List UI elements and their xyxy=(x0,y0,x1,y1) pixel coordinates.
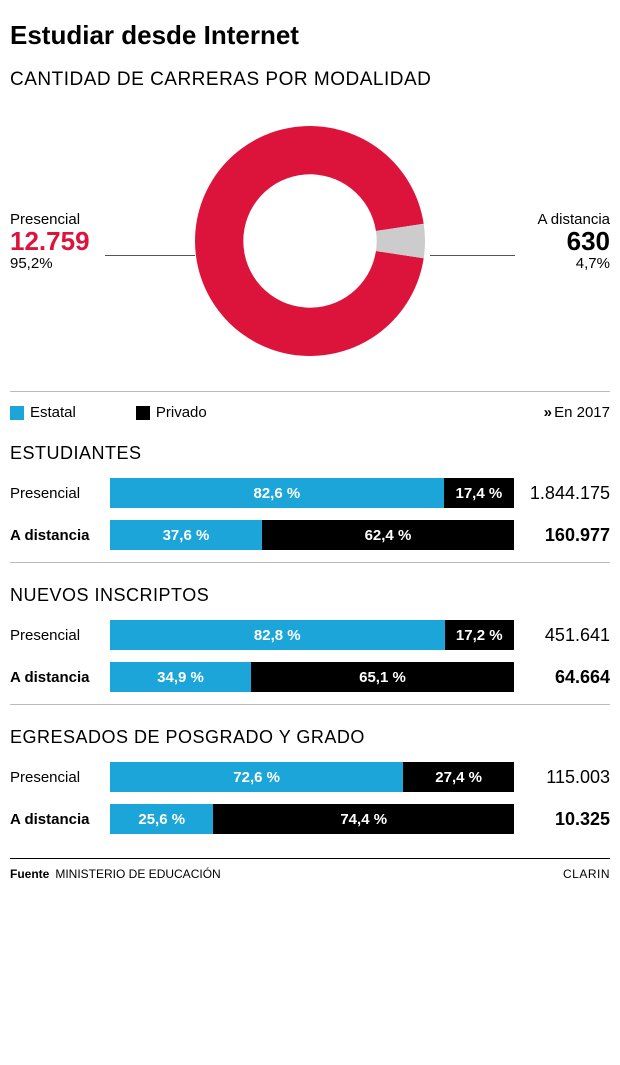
leader-line-left xyxy=(105,255,195,256)
bar-track: 34,9 %65,1 % xyxy=(110,662,514,692)
legend-privado-label: Privado xyxy=(156,404,207,421)
bar-track: 82,6 %17,4 % xyxy=(110,478,514,508)
bar-segment-estatal: 25,6 % xyxy=(110,804,213,834)
bar-segment-estatal: 82,8 % xyxy=(110,620,445,650)
footer: Fuente MINISTERIO DE EDUCACIÓN CLARIN xyxy=(10,858,610,881)
bar-segment-privado: 74,4 % xyxy=(213,804,514,834)
bar-row: A distancia37,6 %62,4 % 160.977 xyxy=(10,520,610,550)
bar-segment-privado: 17,2 % xyxy=(445,620,514,650)
footer-source-label: Fuente xyxy=(10,867,49,881)
bar-segment-privado: 27,4 % xyxy=(403,762,514,792)
bar-total: 64.664 xyxy=(522,667,610,688)
divider xyxy=(10,562,610,563)
section-title: NUEVOS INSCRIPTOS xyxy=(10,585,610,606)
donut-subtitle: CANTIDAD DE CARRERAS POR MODALIDAD xyxy=(10,69,610,91)
bar-segment-estatal: 34,9 % xyxy=(110,662,251,692)
bar-row-label: Presencial xyxy=(10,769,110,786)
donut-right-value: 630 xyxy=(490,228,610,255)
bar-total: 1.844.175 xyxy=(522,483,610,504)
legend-row: Estatal Privado » En 2017 xyxy=(10,404,610,421)
donut-left-value: 12.759 xyxy=(10,228,130,255)
bar-total: 10.325 xyxy=(522,809,610,830)
swatch-privado xyxy=(136,406,150,420)
bar-track: 72,6 %27,4 % xyxy=(110,762,514,792)
donut-label-presencial: Presencial 12.759 95,2% xyxy=(10,211,130,272)
bar-row-label: A distancia xyxy=(10,527,110,544)
donut-right-pct: 4,7% xyxy=(490,255,610,272)
divider xyxy=(10,391,610,392)
donut-chart xyxy=(195,126,425,356)
bar-sections: ESTUDIANTESPresencial82,6 %17,4 %1.844.1… xyxy=(10,443,610,834)
swatch-estatal xyxy=(10,406,24,420)
bar-segment-privado: 62,4 % xyxy=(262,520,514,550)
bar-row-label: Presencial xyxy=(10,627,110,644)
bar-segment-estatal: 82,6 % xyxy=(110,478,444,508)
bar-track: 82,8 %17,2 % xyxy=(110,620,514,650)
bar-row: Presencial82,6 %17,4 % 1.844.175 xyxy=(10,478,610,508)
bar-segment-privado: 17,4 % xyxy=(444,478,514,508)
donut-label-distancia: A distancia 630 4,7% xyxy=(490,211,610,272)
bar-row: A distancia25,6 %74,4 % 10.325 xyxy=(10,804,610,834)
bar-track: 25,6 %74,4 % xyxy=(110,804,514,834)
bar-track: 37,6 %62,4 % xyxy=(110,520,514,550)
bar-total: 451.641 xyxy=(522,625,610,646)
bar-total: 115.003 xyxy=(522,767,610,788)
bar-segment-estatal: 72,6 % xyxy=(110,762,403,792)
bar-row-label: A distancia xyxy=(10,669,110,686)
footer-source: MINISTERIO DE EDUCACIÓN xyxy=(55,867,220,881)
bar-segment-estatal: 37,6 % xyxy=(110,520,262,550)
bar-total: 160.977 xyxy=(522,525,610,546)
section-title: EGRESADOS DE POSGRADO Y GRADO xyxy=(10,727,610,748)
bar-row: Presencial82,8 %17,2 % 451.641 xyxy=(10,620,610,650)
section-title: ESTUDIANTES xyxy=(10,443,610,464)
bar-row-label: Presencial xyxy=(10,485,110,502)
main-title: Estudiar desde Internet xyxy=(10,20,610,51)
legend-year: » En 2017 xyxy=(544,404,610,421)
bar-row: A distancia34,9 %65,1 % 64.664 xyxy=(10,662,610,692)
bar-segment-privado: 65,1 % xyxy=(251,662,514,692)
footer-credit: CLARIN xyxy=(563,867,610,881)
divider xyxy=(10,704,610,705)
bar-row: Presencial72,6 %27,4 % 115.003 xyxy=(10,762,610,792)
legend-estatal-label: Estatal xyxy=(30,404,76,421)
bar-row-label: A distancia xyxy=(10,811,110,828)
donut-chart-section: Presencial 12.759 95,2% A distancia 630 … xyxy=(10,101,610,381)
donut-left-pct: 95,2% xyxy=(10,255,130,272)
